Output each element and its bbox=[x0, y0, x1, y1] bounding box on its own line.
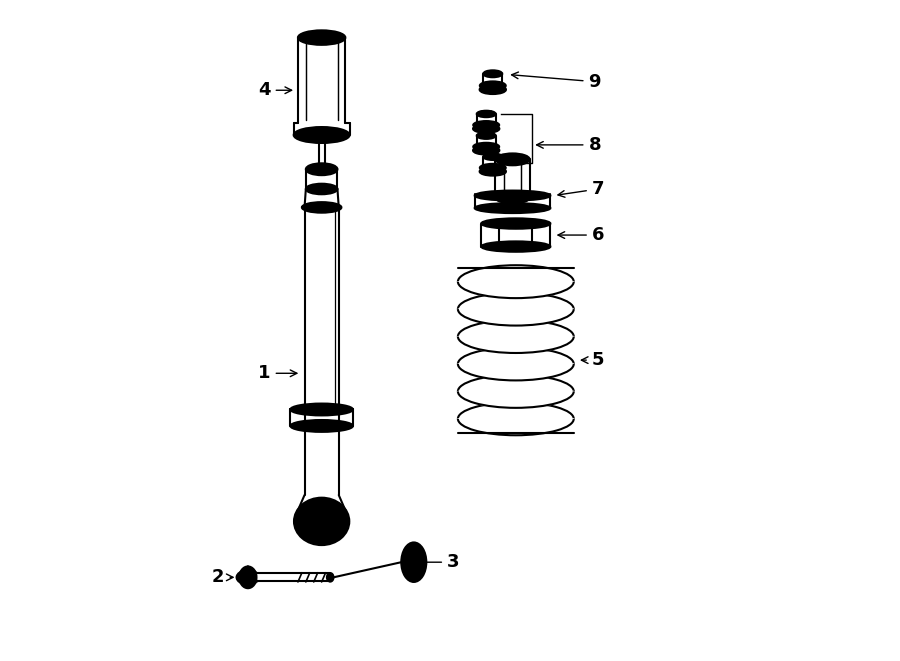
Ellipse shape bbox=[239, 566, 256, 588]
Ellipse shape bbox=[480, 85, 506, 94]
Ellipse shape bbox=[306, 184, 338, 194]
Text: 9: 9 bbox=[511, 72, 601, 91]
Ellipse shape bbox=[482, 134, 490, 137]
Ellipse shape bbox=[477, 111, 496, 117]
Text: 5: 5 bbox=[581, 351, 605, 369]
Ellipse shape bbox=[495, 192, 529, 204]
Ellipse shape bbox=[298, 30, 346, 45]
Ellipse shape bbox=[480, 164, 506, 172]
Text: 6: 6 bbox=[558, 226, 605, 244]
Ellipse shape bbox=[327, 573, 334, 582]
Ellipse shape bbox=[407, 551, 420, 574]
Ellipse shape bbox=[305, 32, 338, 43]
Ellipse shape bbox=[477, 132, 496, 139]
Text: 7: 7 bbox=[558, 180, 605, 198]
Ellipse shape bbox=[489, 155, 497, 159]
Ellipse shape bbox=[474, 190, 551, 200]
Ellipse shape bbox=[473, 124, 500, 133]
Polygon shape bbox=[291, 409, 353, 426]
Ellipse shape bbox=[483, 153, 502, 160]
Ellipse shape bbox=[480, 167, 506, 176]
Polygon shape bbox=[458, 419, 573, 435]
Ellipse shape bbox=[500, 243, 532, 250]
Ellipse shape bbox=[483, 70, 502, 77]
Ellipse shape bbox=[495, 153, 529, 165]
Polygon shape bbox=[256, 573, 330, 581]
Ellipse shape bbox=[473, 143, 500, 151]
Ellipse shape bbox=[482, 218, 551, 229]
Ellipse shape bbox=[482, 241, 551, 252]
Ellipse shape bbox=[480, 81, 506, 90]
Text: 8: 8 bbox=[536, 136, 601, 154]
Ellipse shape bbox=[314, 515, 329, 528]
Ellipse shape bbox=[410, 557, 418, 568]
Polygon shape bbox=[458, 309, 573, 326]
Ellipse shape bbox=[482, 112, 490, 116]
Ellipse shape bbox=[473, 146, 500, 155]
Ellipse shape bbox=[291, 404, 353, 415]
Ellipse shape bbox=[306, 163, 338, 175]
Text: 3: 3 bbox=[406, 553, 460, 571]
Ellipse shape bbox=[302, 202, 341, 213]
Text: 1: 1 bbox=[258, 364, 297, 382]
Text: 2: 2 bbox=[212, 568, 233, 586]
Ellipse shape bbox=[293, 127, 349, 143]
Polygon shape bbox=[458, 336, 573, 353]
Ellipse shape bbox=[473, 121, 500, 129]
Ellipse shape bbox=[489, 72, 497, 76]
Polygon shape bbox=[458, 391, 573, 408]
Ellipse shape bbox=[309, 510, 335, 533]
Ellipse shape bbox=[291, 420, 353, 432]
Ellipse shape bbox=[504, 194, 521, 201]
Ellipse shape bbox=[474, 203, 551, 213]
Polygon shape bbox=[458, 364, 573, 381]
Polygon shape bbox=[458, 282, 573, 298]
Ellipse shape bbox=[401, 543, 427, 582]
Ellipse shape bbox=[500, 220, 532, 227]
Ellipse shape bbox=[294, 498, 349, 545]
Ellipse shape bbox=[504, 156, 521, 163]
Ellipse shape bbox=[237, 570, 259, 584]
Text: 4: 4 bbox=[258, 81, 292, 99]
